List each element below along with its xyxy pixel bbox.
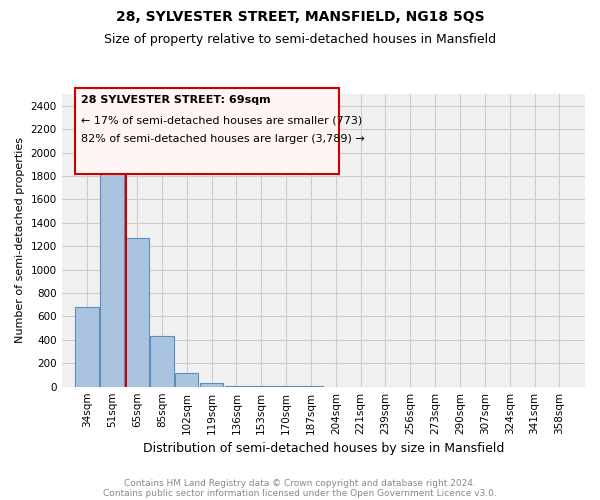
Text: 82% of semi-detached houses are larger (3,789) →: 82% of semi-detached houses are larger (… — [80, 134, 364, 144]
Bar — [76, 307, 99, 386]
Text: Size of property relative to semi-detached houses in Mansfield: Size of property relative to semi-detach… — [104, 32, 496, 46]
Text: 28, SYLVESTER STREET, MANSFIELD, NG18 5QS: 28, SYLVESTER STREET, MANSFIELD, NG18 5Q… — [116, 10, 484, 24]
Y-axis label: Number of semi-detached properties: Number of semi-detached properties — [15, 138, 25, 344]
Bar — [100, 158, 124, 386]
Bar — [200, 383, 223, 386]
X-axis label: Distribution of semi-detached houses by size in Mansfield: Distribution of semi-detached houses by … — [143, 442, 504, 455]
Text: Contains public sector information licensed under the Open Government Licence v3: Contains public sector information licen… — [103, 488, 497, 498]
FancyBboxPatch shape — [75, 88, 340, 174]
Bar — [175, 372, 199, 386]
Text: Contains HM Land Registry data © Crown copyright and database right 2024.: Contains HM Land Registry data © Crown c… — [124, 478, 476, 488]
Bar — [150, 336, 173, 386]
Bar — [125, 238, 149, 386]
Text: 28 SYLVESTER STREET: 69sqm: 28 SYLVESTER STREET: 69sqm — [80, 95, 270, 105]
Text: ← 17% of semi-detached houses are smaller (773): ← 17% of semi-detached houses are smalle… — [80, 115, 362, 125]
